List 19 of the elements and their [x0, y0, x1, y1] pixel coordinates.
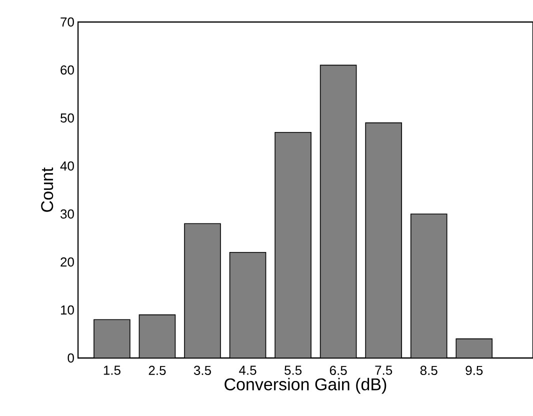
x-tick-label: 1.5	[104, 366, 120, 375]
x-tick-label: 2.5	[148, 366, 166, 376]
y-tick-label: 20	[60, 257, 74, 267]
y-tick-label: 40	[60, 161, 74, 171]
x-tick-label: 9.5	[466, 366, 483, 376]
y-axis-title: Count	[41, 167, 54, 212]
y-tick-label: 70	[60, 17, 74, 27]
x-tick-label: 4.5	[239, 366, 256, 375]
y-tick-label: 50	[60, 113, 74, 123]
x-axis-title: Conversion Gain (dB)	[224, 378, 386, 394]
x-tick-label: 8.5	[420, 366, 438, 376]
x-tick-label: 5.5	[284, 366, 302, 375]
y-tick-label: 10	[60, 305, 74, 315]
x-tick-label: 7.5	[375, 366, 392, 375]
y-tick-label: 0	[68, 353, 74, 363]
x-tick-label: 6.5	[330, 366, 347, 376]
y-tick-label: 60	[60, 65, 74, 75]
y-tick-label: 30	[60, 209, 74, 219]
x-tick-label: 3.5	[194, 366, 211, 376]
